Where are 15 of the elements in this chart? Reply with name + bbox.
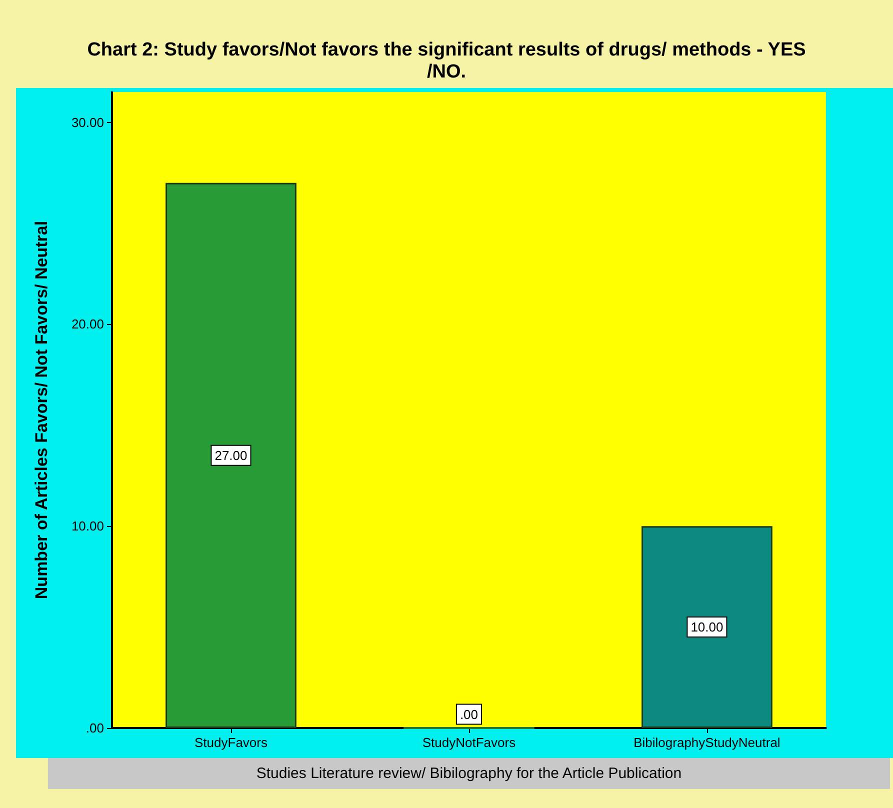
data-label: .00 xyxy=(460,706,478,722)
bar xyxy=(166,182,296,728)
y-tick-label: .00 xyxy=(86,720,104,736)
x-tick-label: StudyNotFavors xyxy=(422,735,516,750)
data-label: 10.00 xyxy=(690,620,724,635)
x-tick-label: StudyFavors xyxy=(194,735,268,750)
x-axis-title: Studies Literature review/ Bibilography for the Article Publication xyxy=(256,765,682,782)
y-tick-label: 10.00 xyxy=(71,518,104,534)
chart-title: Chart 2: Study favors/Not favors the significant results of drugs/ methods - YES/NO. xyxy=(87,40,806,82)
x-tick-label: BibilographyStudyNeutral xyxy=(634,735,780,750)
bar xyxy=(642,526,772,728)
y-tick-label: 30.00 xyxy=(71,114,104,130)
y-axis-title: Number of Articles Favors/ Not Favors/ Neutral xyxy=(32,220,51,600)
data-label: 27.00 xyxy=(214,448,248,463)
y-tick-label: 20.00 xyxy=(71,316,104,332)
